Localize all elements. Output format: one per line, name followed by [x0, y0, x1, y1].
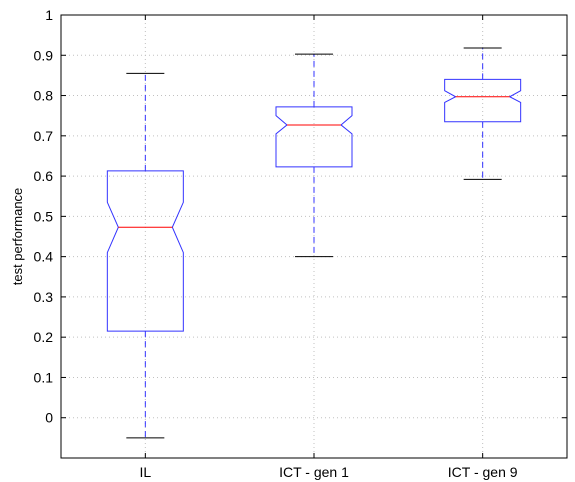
box-body [106, 170, 184, 332]
y-tick-label: 0.3 [34, 289, 54, 305]
y-tick-label: 0.4 [34, 249, 54, 265]
axis-ticks: 0 0.1 0.2 0.3 0.4 0.5 0.6 0.7 0.8 0.9 1 IL ICT - gen… [34, 7, 567, 480]
box-series [106, 47, 522, 439]
y-tick-label: 0.1 [34, 369, 54, 385]
y-tick-label: 0.5 [34, 208, 54, 224]
y-tick-label: 0.9 [34, 47, 54, 63]
x-category-label: IL [139, 464, 151, 480]
y-tick-label: 0 [45, 410, 53, 426]
box-body [275, 106, 353, 168]
box-2 [275, 53, 353, 258]
y-tick-label: 1 [45, 7, 53, 23]
y-tick-label: 0.7 [34, 128, 54, 144]
box-3 [444, 47, 522, 180]
y-tick-label: 0.2 [34, 329, 54, 345]
y-tick-label: 0.8 [34, 88, 54, 104]
x-category-label: ICT - gen 9 [448, 464, 518, 480]
x-category-label: ICT - gen 1 [279, 464, 349, 480]
box-body [444, 78, 522, 123]
box-1 [106, 72, 184, 439]
y-axis-label: test performance [10, 188, 25, 286]
y-tick-label: 0.6 [34, 168, 54, 184]
